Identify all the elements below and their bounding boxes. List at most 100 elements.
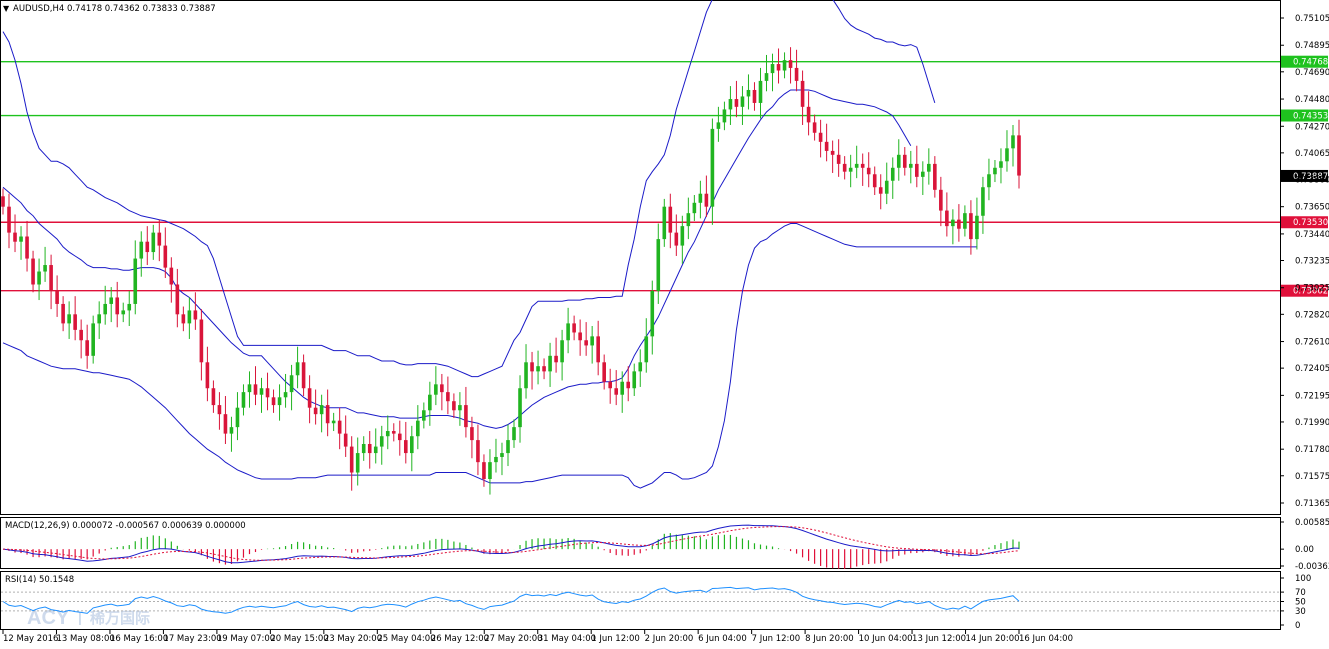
candle-body [488,462,492,480]
candle-body [993,167,997,175]
candle-body [728,99,733,110]
price-tick-label: 0.74270 [1295,122,1329,132]
time-tick-label: 19 May 07:00 [217,634,275,644]
time-tick-label: 17 May 23:00 [163,634,221,644]
candle-body [169,267,174,285]
candle-body [470,427,474,441]
rsi-tick-label: 0 [1295,621,1300,631]
time-tick-label: 6 Jun 04:00 [698,634,747,644]
macd-tick-label: 0.005857 [1295,518,1329,528]
candle-body [337,420,342,434]
candle-body [49,265,53,291]
candle-body [223,414,228,434]
candle-body [722,109,727,123]
last-price-tag [1281,169,1328,182]
candle-body [397,433,402,441]
support-price-tag [1281,284,1328,297]
candle-body [67,314,71,324]
watermark-latin: ACY [27,607,70,629]
resistance-price-label: 0.74353 [1293,112,1328,122]
candle-body [247,384,252,393]
time-tick-label: 27 May 20:00 [484,634,542,644]
candle-body [145,241,150,253]
price-tick-label: 0.71780 [1295,445,1329,455]
candle-body [43,265,47,272]
candle-body [163,245,168,268]
price-axis: 0.75105 0.74895 0.74690 0.74480 0.74270 0.740… [1280,14,1329,509]
candle-body [957,219,961,229]
time-tick-label: 31 May 04:00 [538,634,596,644]
candle-body [902,154,907,168]
candle-body [536,366,540,372]
candle-body [199,319,204,363]
candle-body [187,310,192,324]
candle-body [860,163,865,168]
candle-body [914,163,919,177]
candle-body [325,405,330,424]
candle-body [981,187,985,216]
candle-body [945,210,949,227]
macd-tick-label: -0.003636 [1295,562,1329,572]
candle-body [939,189,943,211]
candle-body [872,174,877,188]
candle-body [271,397,276,406]
candle-body [620,381,625,395]
candle-body [301,362,306,389]
acy-watermark: ACY | 稀万国际 [27,607,150,629]
rsi-tick-label: 100 [1295,574,1311,584]
candle-body [103,303,108,315]
candle-body [734,99,739,107]
candle-body [770,64,775,74]
candle-body [1017,135,1021,176]
time-tick-label: 1 Jun 12:00 [591,634,640,644]
candle-body [830,150,835,155]
price-tick-label: 0.75105 [1295,14,1329,24]
horizontal-levels[interactable]: 0.74768 0.74353 0.73530 0.73002 0.73887 [1,55,1328,297]
price-tick-label: 0.73440 [1295,230,1329,240]
time-tick-label: 16 May 16:00 [110,634,168,644]
candle-body [205,362,210,389]
rsi-panel[interactable] [0,571,1281,630]
candle-body [373,446,378,454]
candle-body [229,427,234,434]
price-tick-label: 0.74480 [1295,95,1329,105]
candle-body [259,388,264,395]
time-tick-label: 7 Jun 12:00 [752,634,801,644]
rsi-header: RSI(14) 50.1548 [5,575,74,585]
price-tick-label: 0.73235 [1295,257,1329,267]
price-tick-label: 0.71575 [1295,472,1329,482]
candle-body [343,433,348,447]
candle-body [963,213,967,229]
candle-body [554,355,558,363]
candle-body [277,397,282,406]
collapse-arrow-icon[interactable]: ▼ [3,4,10,13]
candle-body [500,453,504,457]
time-tick-label: 13 May 08:00 [56,634,114,644]
candle-body [842,163,847,172]
candle-body [79,329,83,341]
candle-body [824,141,829,151]
candle-body [253,384,258,395]
watermark-divider: | [78,609,82,625]
candle-body [494,456,498,463]
price-tick-label: 0.74065 [1295,149,1329,159]
candle-body [241,392,246,408]
candle-body [584,340,588,346]
candle-body [416,420,420,437]
candle-body [740,96,745,107]
candle-body [560,340,564,363]
resistance-price-label: 0.74768 [1293,58,1328,68]
candle-body [385,431,390,437]
candle-body [289,375,294,393]
candle-body [476,440,480,463]
candle-body [572,323,576,333]
candle-body [788,60,793,68]
candle-body [638,362,643,372]
candle-body [25,236,29,259]
candle-body [566,323,570,341]
candle-body [61,303,65,324]
candle-body [692,202,697,214]
price-panel[interactable] [0,0,1281,515]
candle-body [951,219,955,227]
